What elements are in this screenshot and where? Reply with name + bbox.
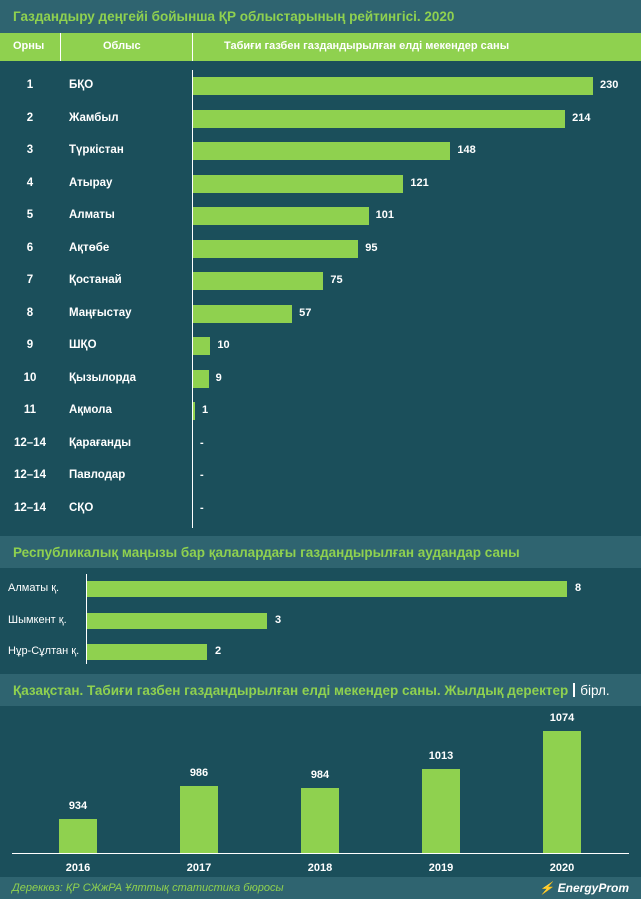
year-label: 2017	[186, 862, 212, 874]
rank-label: 4	[26, 176, 34, 189]
col-rank-header: Орны	[13, 40, 45, 52]
footer: Дереккөз: ҚР СЖжРА Ұлттық статистика бюр…	[0, 877, 641, 899]
source-note: Дереккөз: ҚР СЖжРА Ұлттық статистика бюр…	[12, 882, 284, 894]
bar	[193, 174, 404, 193]
header-divider-1	[60, 33, 61, 61]
rank-label: 1	[26, 79, 34, 91]
bar	[87, 612, 267, 629]
bar	[543, 731, 581, 853]
region-label: Түркістан	[69, 144, 124, 156]
section3-unit: бірл.	[580, 683, 610, 698]
section3-title: Қазақстан. Табиғи газбен газдандырылған …	[13, 683, 610, 698]
rank-label: 6	[26, 241, 34, 254]
region-label: Ақтөбе	[69, 241, 110, 254]
rank-label: 12–14	[14, 469, 46, 481]
value-label: 3	[275, 613, 282, 626]
bar	[193, 142, 451, 160]
col-region-header: Облыс	[103, 40, 141, 52]
rank-label: 5	[26, 209, 34, 221]
value-label: -	[200, 469, 204, 481]
chart3-baseline	[12, 853, 629, 854]
rank-label: 9	[26, 339, 34, 351]
value-label: 1074	[549, 712, 575, 724]
chart1-axis-line	[192, 70, 193, 528]
bar	[193, 272, 324, 290]
section3-title-band	[0, 674, 641, 706]
bar	[301, 787, 339, 853]
region-label: СҚО	[69, 501, 94, 514]
rank-label: 10	[23, 371, 37, 384]
rank-label: 12–14	[14, 501, 46, 514]
city-label: Шымкент қ.	[8, 613, 67, 626]
bar	[193, 77, 593, 95]
city-label: Алматы қ.	[8, 582, 60, 594]
brand-logo: ⚡ EnergyProm	[539, 881, 629, 895]
value-label: 9	[215, 371, 222, 384]
rank-label: 3	[26, 144, 34, 156]
region-label: Қызылорда	[69, 371, 136, 384]
rank-label: 8	[26, 306, 34, 319]
value-label: 230	[600, 79, 619, 91]
rank-label: 11	[23, 404, 37, 416]
value-label: 1	[202, 404, 209, 416]
value-label: 10	[217, 339, 230, 351]
region-label: БҚО	[69, 79, 94, 91]
value-label: 121	[410, 176, 429, 189]
section2-title-band	[0, 536, 641, 568]
bar	[193, 337, 211, 355]
bar	[59, 819, 97, 853]
value-label: 214	[572, 111, 591, 124]
rank-label: 2	[26, 111, 34, 124]
value-label: 95	[365, 241, 378, 254]
region-label: Павлодар	[69, 469, 126, 481]
region-label: Ақмола	[69, 404, 112, 416]
region-label: ШҚО	[69, 339, 97, 351]
bar	[180, 786, 218, 853]
bar	[193, 239, 359, 258]
year-label: 2019	[428, 862, 454, 874]
region-label: Қостанай	[69, 274, 122, 286]
value-label: 984	[310, 768, 330, 781]
section1-title-band	[0, 0, 641, 33]
bar	[193, 304, 293, 323]
year-label: 2018	[307, 862, 333, 874]
bar	[193, 109, 566, 128]
value-label: 986	[189, 767, 209, 780]
col-value-header: Табиғи газбен газдандырылған елді мекенд…	[224, 40, 510, 52]
chart2-axis-line	[86, 574, 87, 664]
table-header: Орны Облыс Табиғи газбен газдандырылған …	[0, 33, 641, 61]
city-label: Нұр-Сұлтан қ.	[8, 645, 80, 657]
value-label: 2	[215, 645, 222, 657]
section3-title-text: Қазақстан. Табиғи газбен газдандырылған …	[13, 683, 569, 698]
value-label: 57	[299, 306, 312, 319]
rank-label: 12–14	[14, 436, 46, 449]
bar	[87, 581, 567, 597]
section1-title: Газдандыру деңгейі бойынша ҚР облыстарын…	[13, 9, 455, 24]
value-label: -	[200, 436, 204, 449]
value-label: 148	[457, 144, 476, 156]
value-label: -	[200, 501, 204, 514]
bar	[422, 769, 460, 853]
section2-title: Республикалық маңызы бар қалалардағы газ…	[13, 545, 520, 560]
bar	[193, 207, 369, 225]
value-label: 101	[375, 209, 394, 221]
value-label: 1013	[428, 750, 454, 763]
bar	[193, 402, 195, 420]
bar	[87, 644, 207, 660]
brand-name: EnergyProm	[557, 881, 629, 895]
rank-label: 7	[26, 274, 34, 286]
region-label: Атырау	[69, 176, 113, 189]
region-label: Маңғыстау	[69, 306, 132, 319]
bar	[193, 369, 209, 388]
unit-separator	[573, 683, 576, 697]
region-label: Алматы	[69, 209, 115, 221]
region-label: Қарағанды	[69, 436, 132, 449]
region-label: Жамбыл	[69, 111, 119, 124]
value-label: 75	[330, 274, 343, 286]
value-label: 934	[68, 800, 88, 813]
value-label: 8	[575, 582, 582, 594]
header-divider-2	[192, 33, 193, 61]
year-label: 2016	[65, 862, 91, 874]
year-label: 2020	[549, 862, 575, 874]
